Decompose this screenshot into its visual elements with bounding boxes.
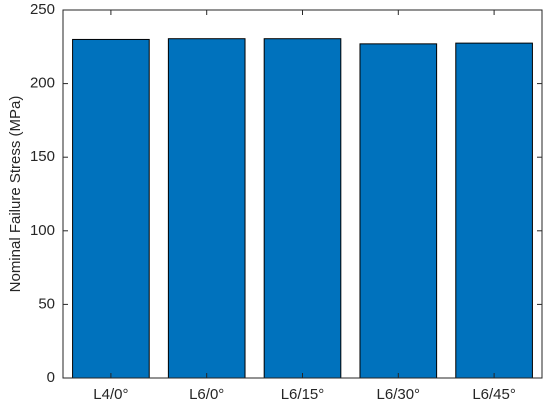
x-tick-label: L6/45°	[472, 386, 516, 403]
y-tick-label: 150	[30, 148, 55, 165]
x-tick-label: L6/0°	[189, 386, 224, 403]
y-tick-label: 250	[30, 1, 55, 18]
y-tick-label: 100	[30, 222, 55, 239]
y-tick-label: 50	[38, 295, 55, 312]
x-tick-label: L6/15°	[281, 386, 325, 403]
axes-box	[62, 9, 543, 379]
y-tick-label: 0	[47, 369, 55, 386]
x-tick-label: L4/0°	[93, 386, 128, 403]
y-axis-label: Nominal Failure Stress (MPa)	[7, 96, 24, 293]
bar	[263, 38, 342, 379]
x-tick-label: L6/30°	[377, 386, 421, 403]
bar	[72, 38, 150, 379]
bar	[167, 38, 246, 379]
bar	[359, 43, 438, 379]
y-tick-label: 200	[30, 75, 55, 92]
bar	[455, 42, 533, 379]
